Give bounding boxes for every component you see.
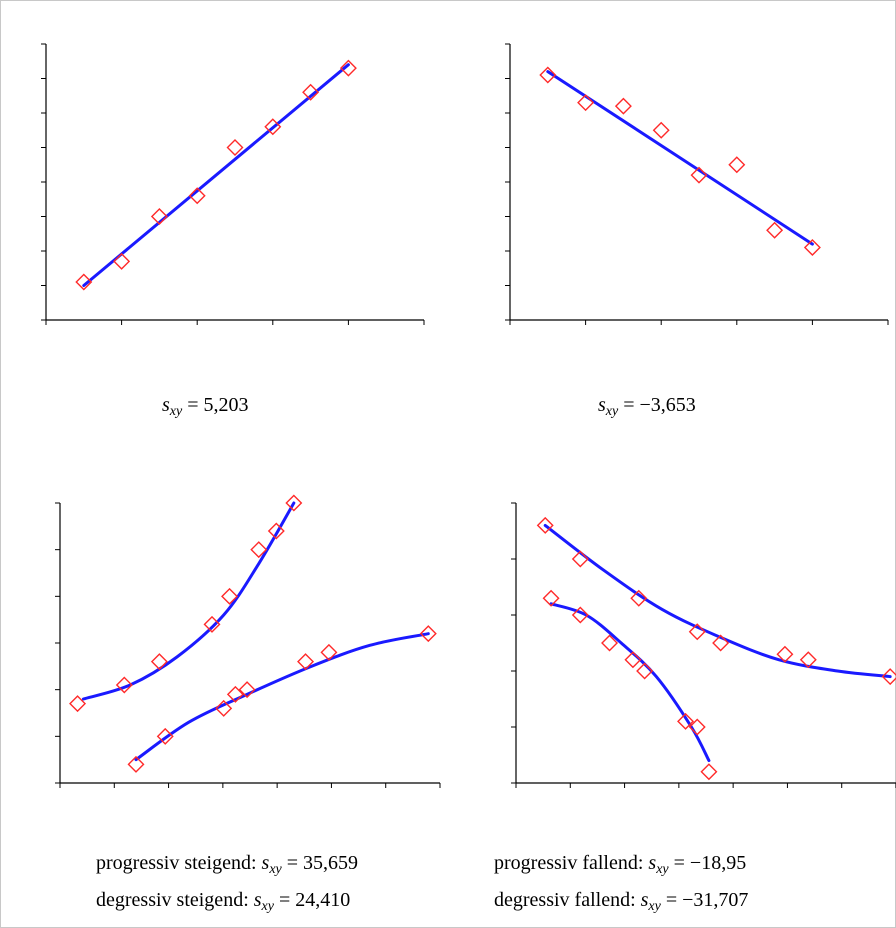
caption-subscript: xy [269, 862, 282, 877]
caption-top-left: sxy = 5,203 [162, 394, 249, 420]
data-point-marker [688, 623, 706, 641]
data-point-marker [652, 121, 670, 139]
data-point-marker [630, 589, 648, 607]
caption-symbol: s [162, 394, 170, 416]
panel-top-right [505, 43, 889, 325]
caption-subscript: xy [605, 404, 619, 419]
data-point-marker [226, 139, 244, 156]
caption-value: = −31,707 [665, 889, 749, 911]
caption-prefix: progressiv steigend: [96, 852, 257, 874]
caption-bottom-right-1: progressiv fallend: sxy = −18,95 [494, 852, 746, 878]
data-point-marker [419, 625, 437, 643]
data-point-marker [688, 718, 706, 736]
fit-line-series-1 [134, 632, 430, 762]
data-point-marker [766, 221, 784, 239]
caption-bottom-right-2: degressiv fallend: sxy = −31,707 [494, 889, 748, 915]
data-point-marker [571, 606, 589, 624]
data-point-marker [577, 94, 595, 112]
data-point-marker [250, 541, 268, 559]
caption-prefix: progressiv fallend: [494, 852, 644, 874]
data-point-marker [636, 662, 654, 680]
caption-value: = 24,410 [278, 889, 351, 911]
data-point-marker [226, 685, 244, 703]
caption-symbol: s [253, 889, 262, 911]
caption-value: = −3,653 [623, 394, 696, 416]
caption-bottom-left-1: progressiv steigend: sxy = 35,659 [96, 852, 358, 878]
data-point-marker [156, 727, 174, 745]
data-point-marker [881, 668, 896, 686]
caption-value: = 35,659 [286, 852, 359, 874]
data-point-marker [113, 252, 131, 270]
data-point-marker [238, 681, 256, 699]
fit-line-series-1 [549, 602, 711, 763]
data-point-marker [690, 166, 708, 184]
data-point-marker [320, 643, 338, 661]
caption-value: = 5,203 [187, 394, 249, 416]
data-point-marker [536, 516, 554, 534]
data-point-marker [215, 699, 233, 717]
caption-top-right: sxy = −3,653 [598, 394, 696, 420]
caption-subscript: xy [169, 404, 183, 419]
caption-symbol: s [261, 852, 270, 874]
data-point-marker [188, 187, 206, 205]
data-point-marker [601, 634, 619, 652]
data-point-marker [267, 522, 285, 540]
data-point-marker [803, 239, 821, 257]
caption-symbol: s [598, 394, 606, 416]
caption-prefix: degressiv fallend: [494, 889, 636, 911]
fit-line-series-0 [81, 501, 296, 701]
data-point-marker [297, 653, 315, 671]
data-point-marker [677, 712, 695, 730]
data-point-marker [539, 66, 557, 84]
caption-symbol: s [648, 852, 657, 874]
panel-bottom-left [55, 494, 441, 788]
data-point-marker [115, 676, 133, 694]
data-point-marker [776, 645, 794, 663]
caption-value: = −18,95 [673, 852, 747, 874]
data-point-marker [75, 273, 93, 291]
caption-subscript: xy [656, 862, 669, 877]
data-point-marker [264, 118, 282, 136]
data-point-marker [150, 653, 168, 671]
data-point-marker [339, 59, 357, 77]
data-point-marker [799, 651, 817, 669]
data-point-marker [571, 550, 589, 568]
data-point-marker [728, 156, 746, 174]
caption-prefix: degressiv steigend: [96, 889, 249, 911]
data-point-marker [127, 755, 145, 773]
data-point-marker [285, 494, 303, 512]
data-point-marker [624, 651, 642, 669]
caption-subscript: xy [648, 899, 661, 914]
panel-top-left [41, 43, 425, 325]
panel-bottom-right [511, 502, 896, 788]
data-point-marker [203, 615, 221, 633]
data-point-marker [150, 208, 168, 225]
fit-line-series-0 [82, 63, 350, 287]
fit-line-series-0 [543, 523, 892, 679]
data-point-marker [542, 589, 560, 607]
caption-bottom-left-2: degressiv steigend: sxy = 24,410 [96, 889, 350, 915]
caption-symbol: s [640, 889, 649, 911]
data-point-marker [221, 587, 239, 605]
data-point-marker [700, 763, 718, 781]
data-point-marker [614, 97, 632, 115]
caption-subscript: xy [261, 899, 274, 914]
fit-line-series-0 [546, 70, 814, 246]
data-point-marker [69, 695, 87, 713]
data-point-marker [712, 634, 730, 652]
data-point-marker [302, 83, 320, 101]
